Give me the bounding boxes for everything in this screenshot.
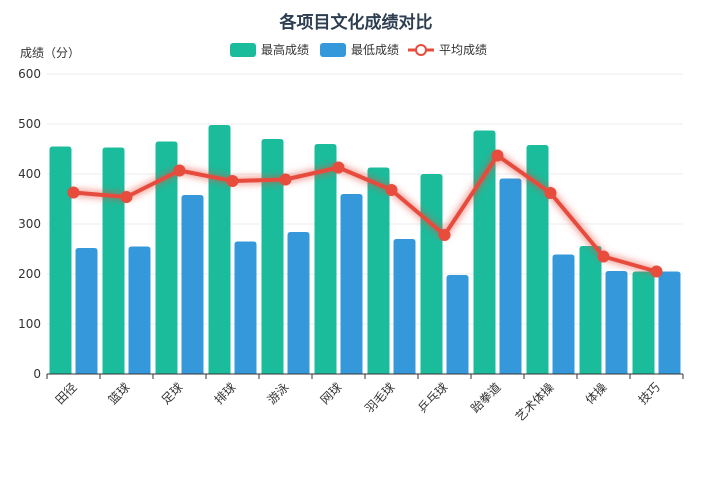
x-axis: 田径 篮球 足球 排球 游泳 网球 羽毛球 乒乓球 跆拳道 艺术体操 体操 技巧 bbox=[46, 373, 684, 425]
legend-label: 最高成绩 bbox=[261, 42, 309, 57]
bar-min-4 bbox=[287, 232, 310, 374]
average-point-7 bbox=[438, 229, 451, 241]
bar-max-5 bbox=[314, 144, 337, 374]
bar-max-10 bbox=[579, 246, 602, 374]
x-tick-label: 田径 bbox=[53, 380, 80, 407]
x-tick-label: 游泳 bbox=[265, 380, 292, 407]
bar-max-7 bbox=[420, 174, 443, 374]
x-tick-label: 技巧 bbox=[636, 380, 663, 407]
bar-min-6 bbox=[393, 239, 416, 374]
average-point-3 bbox=[226, 175, 239, 187]
average-point-8 bbox=[491, 149, 504, 162]
average-line bbox=[73, 153, 658, 274]
average-point-0 bbox=[67, 186, 80, 199]
bar-max-6 bbox=[367, 167, 390, 374]
x-tick-label: 跆拳道 bbox=[468, 380, 504, 416]
y-tick-label: 200 bbox=[18, 267, 41, 281]
bar-max-3 bbox=[208, 125, 231, 374]
bar-min-1 bbox=[128, 246, 151, 374]
bar-min-0 bbox=[75, 248, 98, 374]
y-axis-ticks: 0 100 200 300 400 500 600 bbox=[18, 67, 41, 381]
bar-min-11 bbox=[658, 271, 681, 374]
average-point-2 bbox=[173, 164, 186, 177]
bar-min-2 bbox=[181, 195, 204, 374]
bar-max-2 bbox=[155, 141, 178, 374]
average-point-10 bbox=[597, 250, 610, 263]
y-tick-label: 100 bbox=[18, 317, 41, 331]
average-point-5 bbox=[332, 161, 345, 174]
legend-label: 平均成绩 bbox=[439, 43, 487, 57]
bar-max-0 bbox=[49, 146, 72, 374]
legend: 最高成绩 最低成绩 平均成绩 bbox=[230, 42, 487, 57]
x-tick-label: 乒乓球 bbox=[415, 380, 450, 415]
legend-item-2: 平均成绩 bbox=[408, 43, 487, 57]
bar-max-11 bbox=[632, 271, 655, 374]
bar-min-8 bbox=[499, 178, 522, 374]
x-tick-label: 羽毛球 bbox=[362, 380, 397, 415]
x-tick-label: 足球 bbox=[159, 380, 186, 407]
average-point-1 bbox=[120, 191, 133, 203]
average-point-4 bbox=[279, 173, 292, 186]
y-axis-label: 成绩（分） bbox=[20, 46, 80, 60]
legend-label: 最低成绩 bbox=[351, 43, 399, 57]
bar-min-10 bbox=[605, 271, 628, 374]
bars bbox=[49, 125, 681, 374]
legend-swatch bbox=[230, 43, 256, 57]
bar-max-8 bbox=[473, 130, 496, 374]
bar-min-5 bbox=[340, 194, 363, 374]
bar-max-4 bbox=[261, 139, 284, 374]
average-point-9 bbox=[544, 187, 557, 199]
bar-min-3 bbox=[234, 241, 257, 374]
legend-item-0: 最高成绩 bbox=[230, 42, 309, 57]
x-tick-label: 网球 bbox=[318, 380, 345, 407]
chart-title: 各项目文化成绩对比 bbox=[279, 12, 433, 33]
bar-min-7 bbox=[446, 275, 469, 374]
legend-marker bbox=[415, 44, 427, 56]
x-tick-label: 排球 bbox=[212, 380, 239, 407]
y-tick-label: 400 bbox=[18, 167, 41, 181]
bar-max-9 bbox=[526, 145, 549, 374]
average-line-layer bbox=[67, 149, 663, 278]
legend-swatch bbox=[320, 43, 346, 57]
y-tick-label: 600 bbox=[18, 67, 41, 81]
grid-lines bbox=[47, 73, 683, 325]
legend-item-1: 最低成绩 bbox=[320, 43, 399, 57]
x-tick-label: 篮球 bbox=[105, 380, 133, 408]
y-tick-label: 0 bbox=[33, 367, 41, 381]
y-tick-label: 500 bbox=[18, 117, 41, 131]
average-point-11 bbox=[650, 265, 663, 278]
x-tick-label: 艺术体操 bbox=[512, 380, 557, 425]
x-tick-label: 体操 bbox=[582, 380, 610, 408]
bar-max-1 bbox=[102, 147, 125, 374]
average-point-6 bbox=[385, 184, 398, 196]
bar-min-9 bbox=[552, 254, 575, 374]
y-tick-label: 300 bbox=[18, 217, 41, 231]
